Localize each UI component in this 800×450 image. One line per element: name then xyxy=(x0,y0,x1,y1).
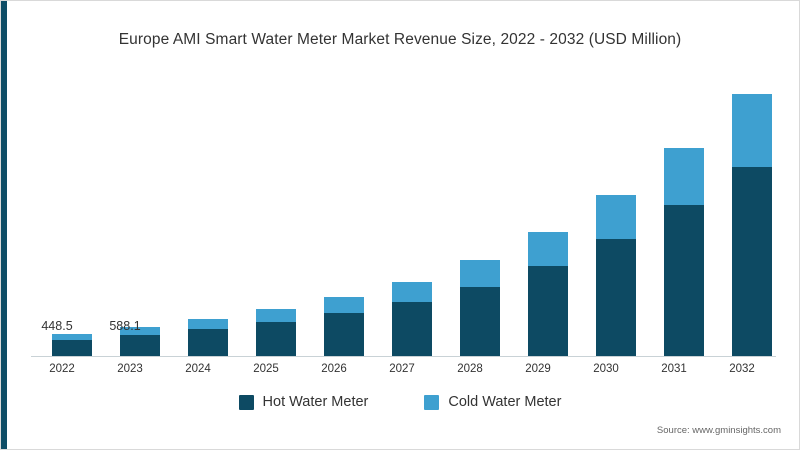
bar-segment-cold-2022 xyxy=(52,334,92,340)
bar-segment-cold-2030 xyxy=(596,194,636,239)
data-label-2022: 448.5 xyxy=(41,319,73,333)
x-tick-2031: 2031 xyxy=(661,363,687,375)
bar-segment-hot-2024 xyxy=(188,328,228,356)
x-tick-2023: 2023 xyxy=(117,363,143,375)
bar-2027[interactable] xyxy=(392,282,432,356)
bar-segment-hot-2030 xyxy=(596,238,636,356)
x-tick-2024: 2024 xyxy=(185,363,211,375)
bar-segment-cold-2025 xyxy=(256,309,296,322)
legend-item-cold-water-meter[interactable]: Cold Water Meter xyxy=(424,394,561,410)
x-tick-2032: 2032 xyxy=(729,363,755,375)
bar-2031[interactable] xyxy=(664,147,704,356)
bar-2022[interactable] xyxy=(52,334,92,356)
bar-segment-cold-2028 xyxy=(460,260,500,287)
legend-label-cold-water-meter: Cold Water Meter xyxy=(448,394,562,410)
bar-segment-cold-2029 xyxy=(528,231,568,266)
x-tick-2029: 2029 xyxy=(525,363,551,375)
bar-2023[interactable] xyxy=(120,327,160,356)
bar-segment-hot-2026 xyxy=(324,313,364,356)
x-tick-2022: 2022 xyxy=(49,363,75,375)
source-attribution: Source: www.gminsights.com xyxy=(656,425,781,436)
bar-segment-cold-2023 xyxy=(120,327,160,335)
bar-segment-hot-2028 xyxy=(460,286,500,356)
bar-2029[interactable] xyxy=(528,231,568,356)
bar-segment-hot-2025 xyxy=(256,321,296,356)
bar-segment-hot-2032 xyxy=(732,166,772,356)
legend-label-hot-water-meter: Hot Water Meter xyxy=(262,394,369,410)
bar-2030[interactable] xyxy=(596,194,636,356)
chart-legend: Hot Water Meter Cold Water Meter xyxy=(1,394,799,410)
x-axis-line xyxy=(31,356,776,357)
bar-segment-cold-2031 xyxy=(664,147,704,206)
bar-segment-hot-2031 xyxy=(664,205,704,356)
x-tick-2030: 2030 xyxy=(593,363,619,375)
x-tick-2026: 2026 xyxy=(321,363,347,375)
legend-swatch-hot-water-meter xyxy=(238,394,254,410)
bar-2024[interactable] xyxy=(188,318,228,356)
bar-segment-cold-2024 xyxy=(188,318,228,329)
bar-segment-hot-2022 xyxy=(52,339,92,356)
bar-2026[interactable] xyxy=(324,297,364,356)
bar-segment-hot-2029 xyxy=(528,265,568,356)
bar-segment-cold-2032 xyxy=(732,93,772,167)
legend-item-hot-water-meter[interactable]: Hot Water Meter xyxy=(238,394,369,410)
bar-2028[interactable] xyxy=(460,260,500,356)
left-accent-bar xyxy=(1,1,7,449)
bar-2025[interactable] xyxy=(256,309,296,356)
legend-swatch-cold-water-meter xyxy=(424,394,440,410)
bar-segment-hot-2027 xyxy=(392,302,432,356)
x-tick-2028: 2028 xyxy=(457,363,483,375)
bar-segment-cold-2027 xyxy=(392,282,432,303)
bar-segment-hot-2023 xyxy=(120,335,160,356)
chart-title: Europe AMI Smart Water Meter Market Reve… xyxy=(118,31,682,48)
bar-segment-cold-2026 xyxy=(324,297,364,314)
bar-2032[interactable] xyxy=(732,93,772,356)
x-tick-2025: 2025 xyxy=(253,363,279,375)
plot-area xyxy=(31,79,776,357)
x-tick-2027: 2027 xyxy=(389,363,415,375)
data-label-2023: 588.1 xyxy=(109,319,141,333)
